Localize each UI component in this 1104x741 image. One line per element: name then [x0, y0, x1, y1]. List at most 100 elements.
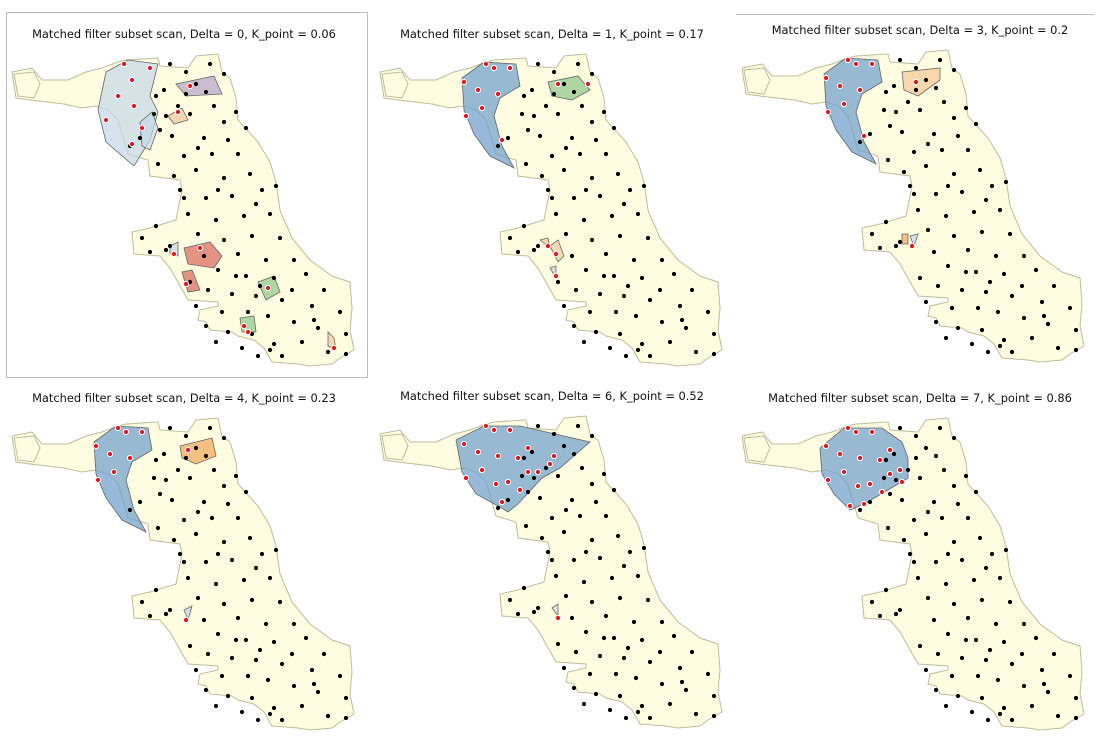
data-point: [343, 695, 349, 701]
detected-point: [460, 440, 468, 448]
data-point: [537, 495, 543, 501]
data-point: [583, 549, 589, 555]
detected-point: [856, 86, 864, 94]
data-point: [543, 103, 549, 109]
data-point: [917, 475, 923, 481]
data-point: [869, 231, 875, 237]
data-point: [555, 279, 561, 285]
data-point: [139, 235, 145, 241]
data-point: [311, 681, 317, 687]
data-point: [221, 71, 227, 77]
data-point: [151, 111, 157, 117]
data-point: [609, 213, 615, 219]
data-point: [1051, 651, 1057, 657]
data-point: [671, 271, 677, 277]
detected-point: [106, 450, 114, 458]
data-point: [923, 163, 929, 169]
data-point: [657, 649, 663, 655]
detected-point: [170, 250, 178, 258]
data-point: [1055, 713, 1061, 719]
data-point: [949, 305, 955, 311]
data-point: [925, 227, 931, 233]
data-point: [933, 319, 939, 325]
data-point: [325, 713, 331, 719]
data-point: [193, 531, 199, 537]
data-point: [923, 667, 929, 673]
data-point: [221, 175, 227, 181]
detected-point: [494, 90, 502, 98]
data-point: [221, 601, 227, 607]
detected-point: [498, 136, 506, 144]
data-point: [291, 319, 297, 325]
data-point: [951, 435, 957, 441]
data-point: [933, 687, 939, 693]
data-point: [943, 335, 949, 341]
data-point: [543, 465, 549, 471]
data-point: [951, 539, 957, 545]
detected-point: [146, 64, 154, 72]
data-point: [979, 597, 985, 603]
detected-point: [94, 476, 102, 484]
data-point: [249, 597, 255, 603]
data-point: [219, 673, 225, 679]
data-point: [963, 473, 969, 479]
data-point: [869, 599, 875, 605]
cluster-blue: [455, 425, 591, 513]
data-point: [647, 353, 653, 359]
data-point: [515, 611, 521, 617]
data-point: [167, 61, 173, 67]
data-point: [893, 611, 899, 617]
data-point: [299, 339, 305, 345]
data-point: [1055, 345, 1061, 351]
data-point: [303, 635, 309, 641]
data-point: [679, 317, 685, 323]
data-point: [627, 549, 633, 555]
panel-title: Matched filter subset scan, Delta = 4, K…: [32, 391, 336, 405]
data-point: [1001, 337, 1007, 343]
detected-point: [460, 78, 468, 86]
data-point: [181, 517, 187, 523]
data-point: [203, 195, 209, 201]
data-point: [545, 549, 551, 555]
data-point: [279, 717, 285, 723]
data-point: [913, 455, 919, 461]
data-point: [965, 615, 971, 621]
detected-point: [330, 344, 338, 352]
data-point: [623, 715, 629, 721]
data-point: [571, 323, 577, 329]
data-point: [243, 489, 249, 495]
data-point: [529, 87, 535, 93]
city-boundary: [11, 417, 355, 731]
data-point: [221, 237, 227, 243]
data-point: [539, 535, 545, 541]
data-point: [215, 631, 221, 637]
data-point: [243, 125, 249, 131]
data-point: [977, 535, 983, 541]
data-point: [883, 587, 889, 593]
data-point: [589, 119, 595, 125]
data-point: [537, 133, 543, 139]
data-point: [983, 657, 989, 663]
data-point: [589, 599, 595, 605]
data-point: [549, 557, 555, 563]
detected-point: [860, 132, 868, 140]
data-point: [945, 263, 951, 269]
data-point: [933, 559, 939, 565]
data-point: [213, 339, 219, 345]
data-point: [583, 267, 589, 273]
data-point: [343, 331, 349, 337]
data-point: [555, 473, 561, 479]
data-point: [911, 149, 917, 155]
data-point: [1001, 639, 1007, 645]
data-point: [925, 509, 931, 515]
data-point: [137, 499, 143, 505]
data-point: [225, 329, 231, 335]
data-point: [1039, 667, 1045, 673]
data-point: [553, 211, 559, 217]
data-point: [571, 557, 577, 563]
data-point: [931, 249, 937, 255]
data-point: [163, 611, 169, 617]
data-point: [229, 655, 235, 661]
detected-point: [896, 466, 904, 474]
data-point: [169, 133, 175, 139]
